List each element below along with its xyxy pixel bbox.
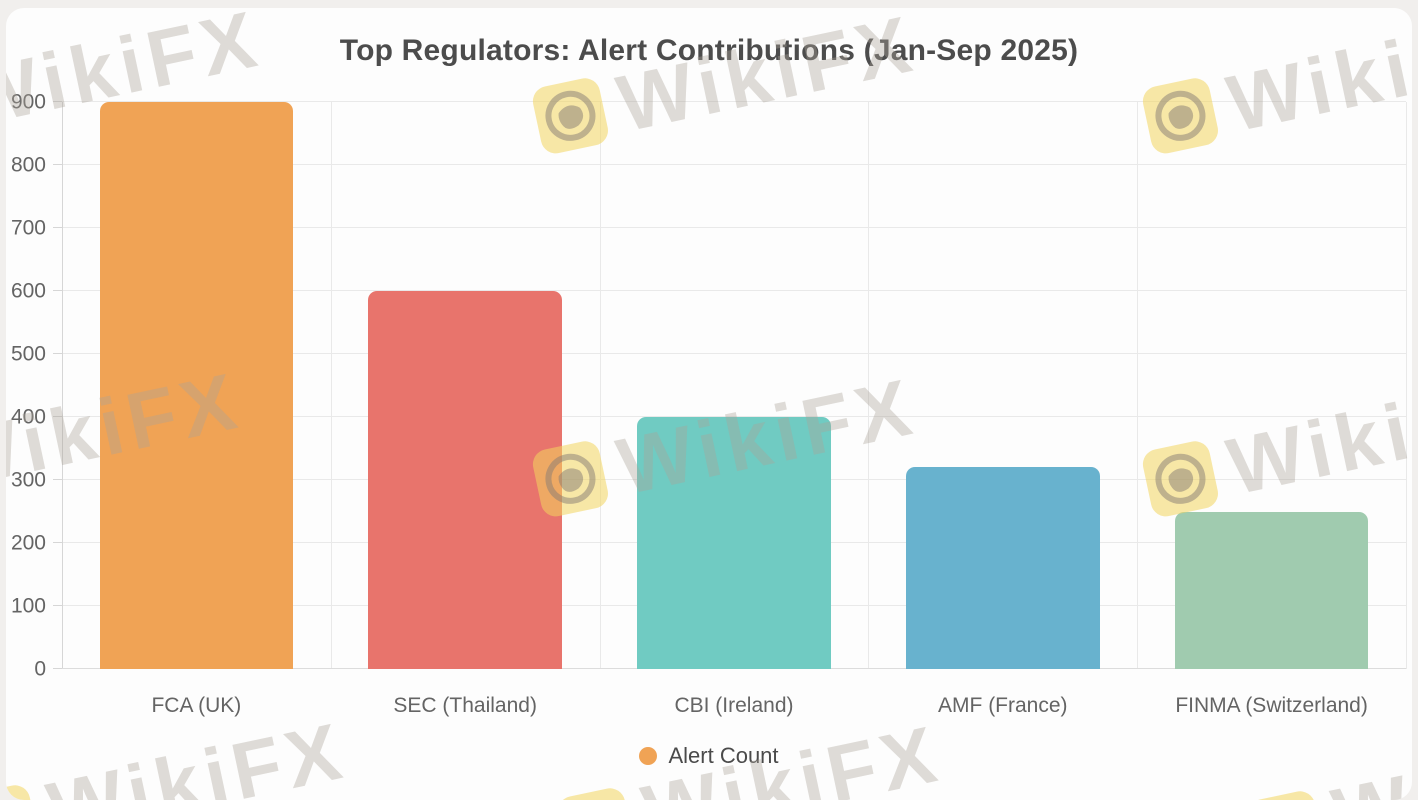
gridline-x-3 xyxy=(868,102,869,669)
bar-finma-switzerland[interactable] xyxy=(1175,512,1369,670)
y-tick-label-500: 500 xyxy=(6,344,46,365)
legend-item-alert-count[interactable]: Alert Count xyxy=(639,743,778,769)
bar-sec-thailand[interactable] xyxy=(368,291,562,669)
wikifx-logo-icon xyxy=(1243,786,1328,800)
y-tick-200 xyxy=(53,542,62,543)
y-tick-700 xyxy=(53,227,62,228)
legend: Alert Count xyxy=(6,743,1412,769)
y-tick-label-800: 800 xyxy=(6,155,46,176)
y-tick-label-100: 100 xyxy=(6,596,46,617)
bar-cbi-ireland[interactable] xyxy=(637,417,831,669)
y-tick-900 xyxy=(53,101,62,102)
y-tick-300 xyxy=(53,479,62,480)
y-tick-label-200: 200 xyxy=(6,533,46,554)
chart-card: Top Regulators: Alert Contributions (Jan… xyxy=(6,8,1412,800)
y-tick-600 xyxy=(53,290,62,291)
legend-marker-icon xyxy=(639,747,657,765)
y-axis-line xyxy=(62,102,63,669)
wikifx-logo-icon xyxy=(553,783,638,800)
gridline-x-1 xyxy=(331,102,332,669)
wikifx-logo-icon xyxy=(6,780,43,800)
y-tick-label-600: 600 xyxy=(6,281,46,302)
bar-amf-france[interactable] xyxy=(906,467,1100,669)
legend-label: Alert Count xyxy=(668,743,778,769)
y-tick-500 xyxy=(53,353,62,354)
y-tick-label-700: 700 xyxy=(6,218,46,239)
y-tick-400 xyxy=(53,416,62,417)
bar-fca-uk[interactable] xyxy=(100,102,294,669)
y-tick-label-0: 0 xyxy=(6,659,46,680)
y-tick-label-900: 900 xyxy=(6,92,46,113)
gridline-x-4 xyxy=(1137,102,1138,669)
gridline-x-5 xyxy=(1406,102,1407,669)
y-tick-label-400: 400 xyxy=(6,407,46,428)
x-axis-label-finma-switzerland: FINMA (Switzerland) xyxy=(1137,694,1406,718)
y-tick-100 xyxy=(53,605,62,606)
x-axis-label-sec-thailand: SEC (Thailand) xyxy=(331,694,600,718)
y-tick-label-300: 300 xyxy=(6,470,46,491)
x-axis: FCA (UK)SEC (Thailand)CBI (Ireland)AMF (… xyxy=(62,694,1406,718)
chart-title: Top Regulators: Alert Contributions (Jan… xyxy=(6,34,1412,68)
gridline-x-2 xyxy=(600,102,601,669)
x-axis-label-amf-france: AMF (France) xyxy=(868,694,1137,718)
y-tick-0 xyxy=(53,668,62,669)
y-tick-800 xyxy=(53,164,62,165)
x-axis-label-cbi-ireland: CBI (Ireland) xyxy=(600,694,869,718)
x-axis-label-fca-uk: FCA (UK) xyxy=(62,694,331,718)
